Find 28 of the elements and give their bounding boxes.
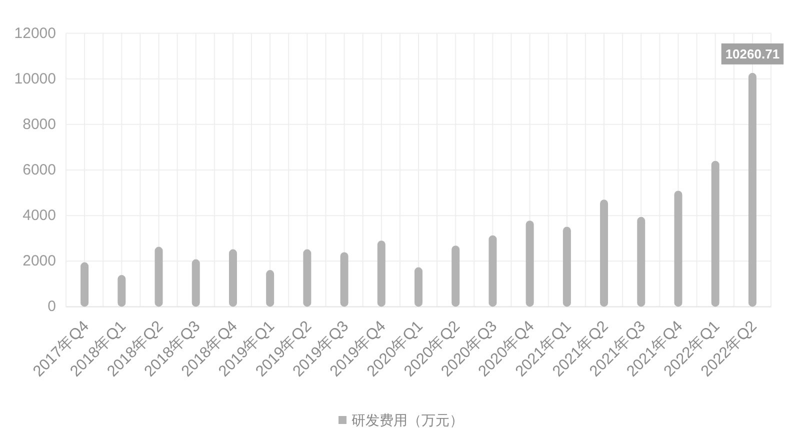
bar [192, 259, 200, 307]
bar [526, 220, 534, 307]
value-label: 10260.71 [721, 43, 784, 64]
bar [711, 160, 720, 307]
y-tick-label: 0 [48, 298, 56, 316]
bar [340, 252, 348, 307]
y-tick-label: 12000 [14, 24, 56, 42]
bar [266, 270, 274, 307]
bar [228, 249, 237, 307]
bar [414, 267, 422, 307]
bar [377, 240, 386, 307]
bar [118, 275, 126, 307]
data-label: 10260.71 [725, 46, 780, 62]
y-tick-label: 10000 [14, 70, 56, 88]
bar [674, 190, 682, 307]
bar [488, 235, 497, 307]
bar [637, 216, 646, 307]
bar [562, 226, 571, 307]
y-tick-label: 4000 [22, 207, 56, 224]
bar [80, 262, 89, 307]
y-tick-label: 6000 [22, 162, 56, 178]
bar [303, 249, 312, 307]
bar [452, 246, 460, 307]
bar [600, 200, 608, 307]
y-tick-label: 8000 [22, 116, 56, 133]
bar [154, 246, 163, 307]
bar [748, 72, 756, 307]
y-tick-label: 2000 [22, 252, 56, 270]
